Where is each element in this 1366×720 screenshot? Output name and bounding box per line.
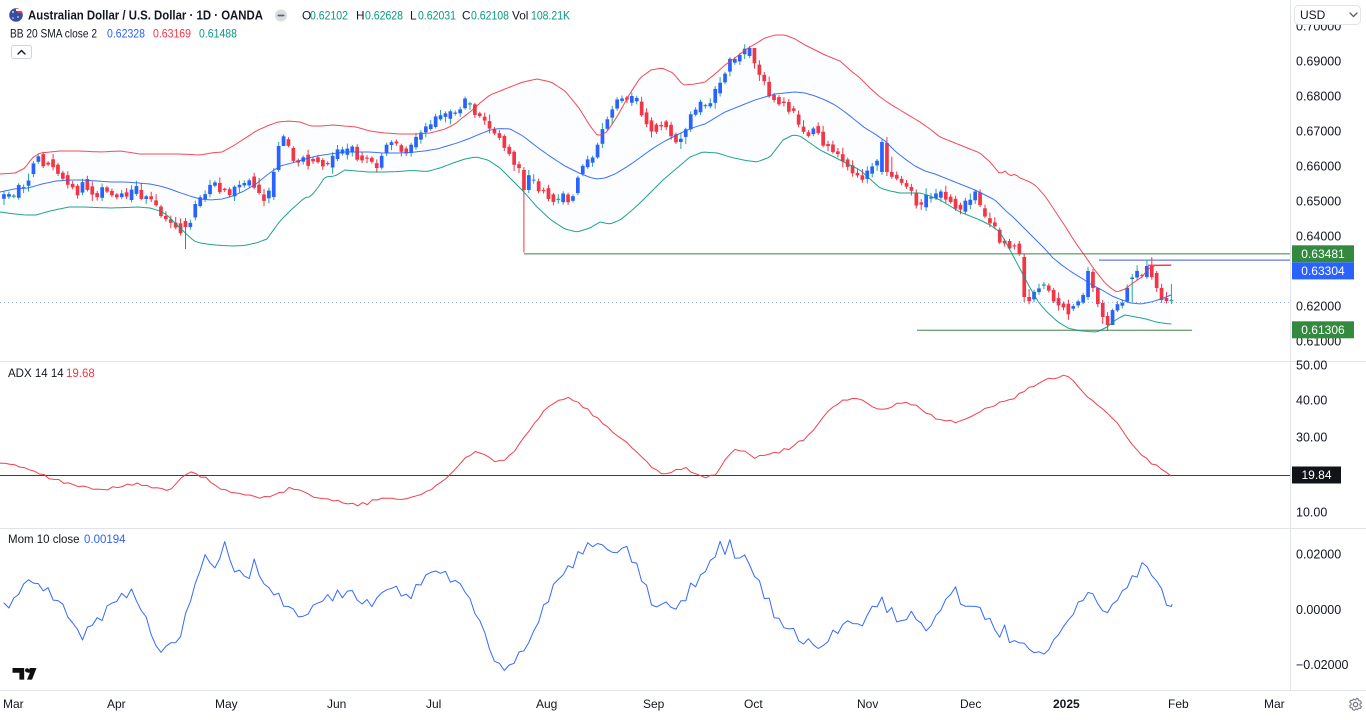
svg-text:0.62000: 0.62000 [1296, 300, 1341, 314]
svg-text:0.66000: 0.66000 [1296, 160, 1341, 174]
svg-text:0.63169: 0.63169 [153, 27, 191, 41]
svg-text:O: O [302, 9, 311, 23]
svg-text:0.69000: 0.69000 [1296, 55, 1341, 69]
svg-text:0.00194: 0.00194 [84, 534, 126, 546]
svg-text:May: May [215, 697, 238, 711]
svg-text:Jun: Jun [327, 697, 346, 711]
svg-text:0.00000: 0.00000 [1296, 603, 1341, 617]
svg-text:0.62328: 0.62328 [107, 27, 145, 41]
svg-text:Jul: Jul [426, 697, 441, 711]
svg-text:0.02000: 0.02000 [1296, 548, 1341, 562]
svg-text:19.68: 19.68 [66, 368, 95, 380]
svg-text:0.67000: 0.67000 [1296, 125, 1341, 139]
svg-text:50.00: 50.00 [1296, 359, 1327, 373]
svg-text:Sep: Sep [643, 697, 665, 711]
svg-text:H: H [356, 9, 365, 23]
svg-text:2025: 2025 [1053, 697, 1080, 711]
svg-text:0.61306: 0.61306 [1301, 323, 1345, 337]
svg-text:ADX 14 14: ADX 14 14 [8, 368, 64, 380]
svg-text:C: C [462, 9, 471, 23]
svg-text:0.68000: 0.68000 [1296, 90, 1341, 104]
svg-text:Mar: Mar [3, 697, 24, 711]
svg-text:0.65000: 0.65000 [1296, 195, 1341, 209]
svg-text:Australian Dollar / U.S. Dolla: Australian Dollar / U.S. Dollar · 1D · O… [28, 9, 263, 23]
svg-text:−0.02000: −0.02000 [1296, 658, 1349, 672]
svg-text:0.62108: 0.62108 [471, 9, 509, 23]
svg-text:Mar: Mar [1264, 697, 1285, 711]
svg-text:40.00: 40.00 [1296, 394, 1327, 408]
svg-text:0.62102: 0.62102 [310, 9, 348, 23]
svg-text:10.00: 10.00 [1296, 506, 1327, 520]
svg-text:Aug: Aug [536, 697, 557, 711]
svg-text:USD: USD [1300, 8, 1326, 22]
svg-text:108.21K: 108.21K [531, 9, 570, 23]
svg-text:BB 20 SMA close 2: BB 20 SMA close 2 [10, 27, 97, 41]
svg-text:30.00: 30.00 [1296, 431, 1327, 445]
svg-text:Nov: Nov [857, 697, 878, 711]
svg-text:0.62031: 0.62031 [418, 9, 456, 23]
svg-text:0.63481: 0.63481 [1301, 247, 1345, 261]
svg-text:0.63304: 0.63304 [1301, 264, 1345, 278]
svg-text:Vol: Vol [512, 9, 528, 23]
svg-text:19.84: 19.84 [1301, 468, 1331, 482]
svg-text:Dec: Dec [960, 697, 981, 711]
svg-text:Feb: Feb [1168, 697, 1189, 711]
svg-text:Apr: Apr [107, 697, 126, 711]
svg-text:0.62628: 0.62628 [365, 9, 403, 23]
svg-text:Mom 10 close: Mom 10 close [8, 534, 80, 546]
svg-text:0.61488: 0.61488 [199, 27, 237, 41]
svg-text:0.64000: 0.64000 [1296, 230, 1341, 244]
svg-text:Oct: Oct [744, 697, 763, 711]
svg-text:L: L [410, 9, 417, 23]
